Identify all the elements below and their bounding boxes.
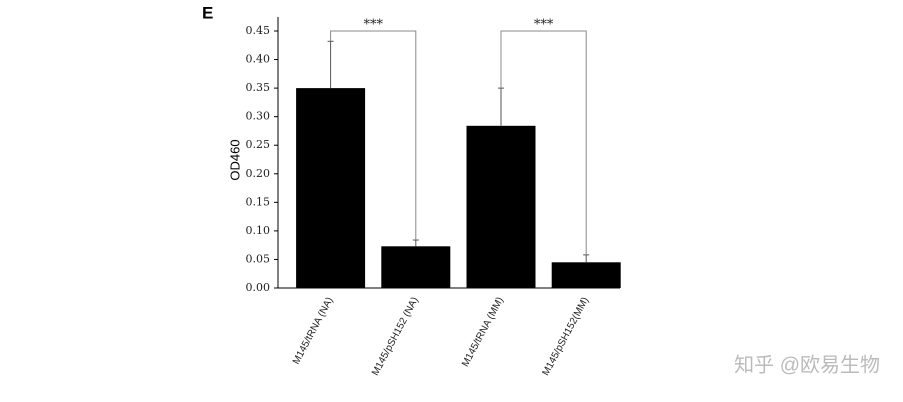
y-tick-label: 0.40 <box>246 53 271 66</box>
y-axis-label: OD460 <box>227 139 242 180</box>
watermark: 知乎 @欧易生物 <box>734 353 880 376</box>
y-tick-label: 0.25 <box>246 138 271 151</box>
y-tick-label: 0.30 <box>246 110 271 123</box>
y-tick-label: 0.45 <box>246 24 271 37</box>
bar <box>296 88 366 288</box>
panel-label: E <box>202 3 213 22</box>
bar <box>551 262 621 288</box>
significance-bracket <box>330 30 417 241</box>
y-tick-label: 0.10 <box>246 224 271 237</box>
bar <box>466 125 536 288</box>
significance-label: *** <box>363 18 383 33</box>
y-tick-label: 0.00 <box>246 281 271 294</box>
significance-bracket <box>500 30 587 255</box>
y-tick-label: 0.05 <box>246 252 271 265</box>
x-tick-label: M145/pSH152(MM) <box>540 295 591 377</box>
y-tick-label: 0.35 <box>246 81 271 94</box>
bar <box>381 246 451 288</box>
x-tick-label: M145/tRNA (MM) <box>460 295 506 368</box>
x-tick-label: M145/tRNA (NA) <box>291 295 336 366</box>
y-tick-label: 0.15 <box>246 195 271 208</box>
x-tick-label: M145/pSH152 (NA) <box>370 295 421 377</box>
y-tick-label: 0.20 <box>246 167 271 180</box>
significance-label: *** <box>534 18 554 33</box>
